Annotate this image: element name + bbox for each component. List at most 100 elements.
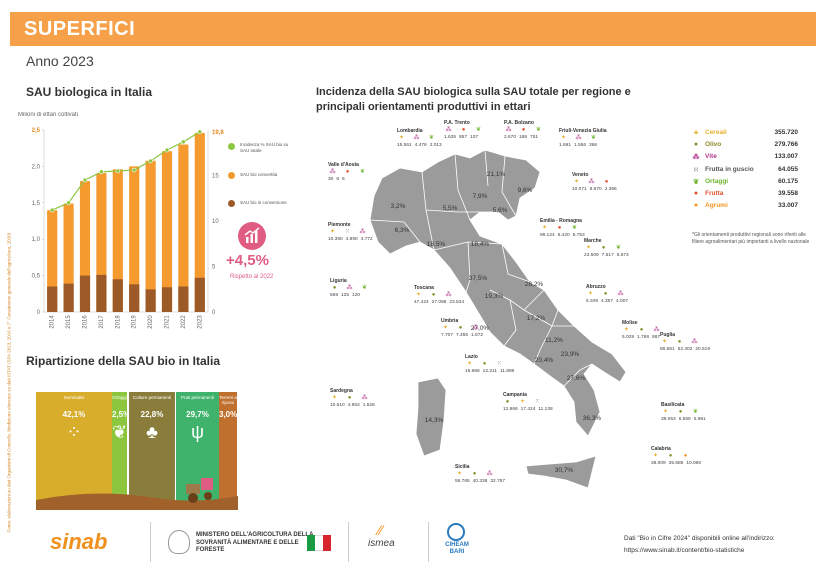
- x-tick-label: 2018: [115, 315, 121, 329]
- region-card: Veneto ✦ ⁂ ● 10.071 8.670 2.396: [572, 172, 617, 192]
- tree-icon: ♣: [146, 422, 158, 442]
- region-card: Piemonte ✦ ⁙ ⁂ 10.390 4.890 4.772: [328, 222, 373, 242]
- region-card: Umbria ✦ ● ⁂ 7.707 7.456 1.872: [441, 318, 483, 338]
- data-note-url[interactable]: https://www.sinab.it/content/bio-statist…: [624, 547, 745, 554]
- region-name: Liguria: [330, 278, 347, 284]
- region-value: 12.966: [503, 407, 518, 412]
- region-values: 5.029 1.768 887: [622, 335, 661, 340]
- legend-line-label: Incidenza % SAU bio su SAU totale: [240, 142, 289, 153]
- crop-name: Ortaggi: [705, 177, 729, 185]
- region-values: 38.009 35.685 10.066: [651, 461, 701, 466]
- fruit-icon: ●: [461, 127, 466, 133]
- region-value: 15.968: [465, 369, 480, 374]
- x-tick-label: 2023: [197, 315, 203, 329]
- legend-converting-label: SAU bio in conversione: [240, 200, 287, 205]
- region-icons: ✦ ● ⁂: [622, 327, 661, 334]
- rip-segment: Ortaggi 2,5% ❦: [112, 392, 130, 504]
- wheat-icon: ✦: [541, 225, 548, 231]
- incidence-point: [164, 147, 170, 153]
- x-tick-label: 2021: [165, 315, 171, 329]
- rip-label: Prati permanenti: [180, 395, 215, 400]
- crop-value: 64.055: [778, 165, 798, 173]
- region-value: 56.765: [455, 479, 470, 484]
- crop-name: Agrumi: [705, 202, 728, 210]
- data-note-line: Dati "Bio in Cifre 2024" disponibili onl…: [624, 535, 775, 542]
- bar-in-conversion: [161, 287, 173, 312]
- olive-icon: ●: [332, 285, 337, 291]
- region-values: 86.651 52.302 20.519: [660, 347, 710, 352]
- region-value: 887: [652, 335, 661, 340]
- region-icons: ✦ ⁂ ❦: [559, 135, 607, 142]
- region-incidence-label: 11,2%: [545, 337, 563, 344]
- wheat-icon: ✦: [415, 292, 422, 298]
- crop-value: 279.766: [774, 141, 799, 149]
- chart-title: SAU biologica in Italia: [26, 85, 153, 99]
- region-value: 12.211: [482, 369, 497, 374]
- region-card: Puglia ✦ ● ⁂ 86.651 52.302 20.519: [660, 332, 710, 352]
- fruit-icon: ●: [557, 225, 562, 231]
- region-values: 15.968 12.211 11.886: [465, 369, 514, 374]
- region-name: Toscana: [414, 285, 434, 291]
- region-value: 10.066: [686, 461, 702, 466]
- region-value: 23.534: [449, 300, 465, 305]
- region-name: Lazio: [465, 354, 478, 360]
- region-card: Molise ✦ ● ⁂ 5.029 1.768 887: [622, 320, 661, 340]
- region-values: 1.635 857 107: [444, 135, 483, 140]
- rip-label: Ortaggi: [112, 395, 127, 400]
- region-value: 8.670: [589, 187, 602, 192]
- region-icons: ✦ ● ⁂: [330, 395, 375, 402]
- crop-legend-row: ⁂ Vite 133.007: [692, 152, 802, 164]
- rip-value: 29,7%: [186, 410, 209, 419]
- region-value: 6.420: [557, 233, 570, 238]
- bar-in-conversion: [79, 275, 91, 312]
- crop-name: Frutta in guscio: [705, 165, 754, 173]
- region-name: Campania: [503, 392, 527, 398]
- bar-converted: [47, 210, 58, 312]
- bar-in-conversion: [145, 289, 156, 312]
- crop-legend-row: ⁙ Frutta in guscio 64.055: [692, 165, 802, 177]
- grape-icon: ⁂: [588, 179, 595, 185]
- legend-line: Incidenza % SAU bio su SAU totale: [228, 142, 298, 154]
- grape-icon: ⁂: [329, 169, 336, 175]
- wheat-icon: ✦: [519, 399, 526, 405]
- region-name: Lombardia: [397, 128, 423, 134]
- vegetable-icon: ❦: [361, 285, 368, 291]
- citrus-icon: ●: [693, 202, 699, 210]
- growth-chart-icon: [238, 222, 266, 250]
- region-value: 5.981: [693, 417, 706, 422]
- region-value: 15.561: [397, 143, 412, 148]
- y-tick-label: 0: [37, 310, 41, 316]
- region-value: 2.670: [504, 135, 517, 140]
- region-name: Emilia - Romagna: [540, 218, 582, 224]
- region-values: 1.691 1.556 366: [559, 143, 607, 148]
- region-value: 86.651: [660, 347, 675, 352]
- region-icons: ✦ ● ⁂: [586, 291, 628, 298]
- ripartizione-title: Ripartizione della SAU bio in Italia: [26, 354, 221, 368]
- region-card: Friuli-Venezia Giulia ✦ ⁂ ❦ 1.691 1.556 366: [559, 128, 607, 148]
- wheat-icon: ✦: [329, 229, 336, 235]
- region-value: 96.124: [540, 233, 555, 238]
- grape-icon: ⁂: [575, 135, 582, 141]
- region-value: 1.768: [637, 335, 650, 340]
- region-value: 569: [330, 293, 339, 298]
- legend-converted-label: SAU bio convertita: [240, 172, 278, 177]
- legend-converted-marker: [228, 172, 235, 179]
- region-value: 1.528: [362, 403, 375, 408]
- italian-flag-icon: [307, 535, 331, 551]
- footer-divider: [150, 522, 151, 562]
- rip-value: 22,8%: [140, 410, 164, 419]
- fruit-icon: ●: [604, 179, 609, 185]
- region-icons: ✦ ● ●: [651, 453, 701, 460]
- region-value: 5.753: [572, 233, 585, 238]
- incidence-point: [99, 169, 104, 175]
- ismea-logo: ismea: [368, 538, 395, 549]
- nut-icon: ⁙: [534, 399, 541, 405]
- region-incidence-label: 23,9%: [561, 351, 580, 358]
- wheat-icon: ✦: [585, 245, 592, 251]
- republic-emblem-icon: [168, 530, 190, 554]
- grain-icon: ⁘: [66, 422, 82, 442]
- region-icons: ● ⁂ ❦: [330, 285, 369, 292]
- region-value: 20.519: [695, 347, 711, 352]
- region-value: 10.071: [572, 187, 587, 192]
- section-title: SUPERFICI: [24, 18, 136, 40]
